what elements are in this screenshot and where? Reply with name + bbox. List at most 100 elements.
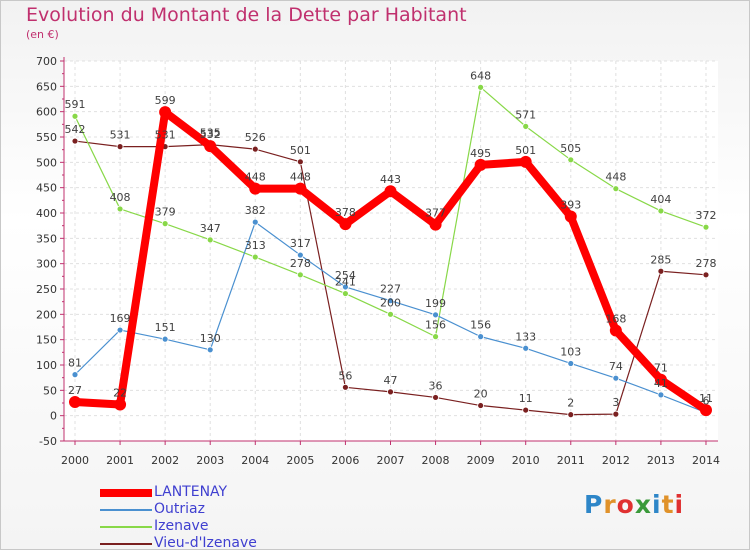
y-tick-label: -50 <box>39 435 57 448</box>
data-point <box>71 371 79 379</box>
data-point <box>522 344 530 352</box>
data-point <box>116 143 124 151</box>
data-point <box>339 218 352 231</box>
x-tick-label: 2003 <box>196 454 224 467</box>
x-tick-label: 2001 <box>106 454 134 467</box>
data-label: 377 <box>425 207 446 220</box>
data-point <box>612 374 620 382</box>
data-label: 448 <box>290 171 311 184</box>
x-tick-label: 2004 <box>241 454 269 467</box>
proxiti-logo: Proxiti <box>584 490 684 519</box>
data-label: 599 <box>155 94 176 107</box>
data-point <box>477 333 485 341</box>
data-label: 495 <box>470 147 491 160</box>
x-tick-label: 2006 <box>331 454 359 467</box>
data-point <box>296 271 304 279</box>
data-label: 74 <box>609 360 623 373</box>
data-point <box>342 290 349 297</box>
x-tick-label: 2008 <box>422 454 450 467</box>
x-tick-label: 2013 <box>647 454 675 467</box>
x-tick-label: 2010 <box>512 454 540 467</box>
logo-letter: r <box>603 490 617 519</box>
data-point <box>522 122 530 130</box>
data-point <box>567 411 575 419</box>
y-tick-label: 200 <box>36 308 57 321</box>
logo-letter: i <box>674 490 685 519</box>
data-point <box>657 391 665 399</box>
x-tick-label: 2000 <box>61 454 89 467</box>
data-label: 501 <box>290 144 311 157</box>
y-tick-label: 0 <box>50 410 57 423</box>
data-label: 404 <box>650 193 671 206</box>
data-point <box>567 156 575 164</box>
data-label: 56 <box>338 369 352 382</box>
data-point <box>564 210 577 223</box>
legend-swatch <box>100 526 152 528</box>
data-label: 3 <box>612 396 619 409</box>
data-label: 378 <box>335 206 356 219</box>
data-label: 505 <box>560 142 581 155</box>
data-label: 531 <box>155 129 176 142</box>
data-label: 313 <box>245 239 266 252</box>
plot-area <box>64 61 718 441</box>
y-tick-label: 400 <box>36 207 57 220</box>
data-point <box>609 324 622 337</box>
data-point <box>114 398 127 411</box>
y-tick-label: 550 <box>36 131 57 144</box>
data-point <box>702 223 710 231</box>
data-point <box>294 182 307 195</box>
data-label: 22 <box>113 387 127 400</box>
data-point <box>206 236 214 244</box>
data-point <box>204 140 217 153</box>
data-point <box>654 373 667 386</box>
x-tick-label: 2011 <box>557 454 585 467</box>
legend-swatch <box>100 509 152 511</box>
data-label: 103 <box>560 345 581 358</box>
data-label: 501 <box>515 144 536 157</box>
data-label: 393 <box>560 199 581 212</box>
y-tick-label: 50 <box>43 384 57 397</box>
data-point <box>387 310 394 318</box>
legend-label: LANTENAY <box>154 484 228 500</box>
data-label: 11 <box>519 392 533 405</box>
data-point <box>387 388 394 396</box>
data-point <box>161 335 169 343</box>
data-point <box>387 297 394 305</box>
data-point <box>71 137 79 145</box>
data-point <box>342 283 349 291</box>
data-point <box>567 360 575 367</box>
data-point <box>522 406 530 414</box>
data-point <box>116 326 124 334</box>
data-label: 531 <box>110 129 131 142</box>
data-point <box>474 158 487 171</box>
data-point <box>519 155 532 168</box>
data-label: 27 <box>68 384 82 397</box>
data-point <box>702 271 710 279</box>
data-point <box>206 346 214 354</box>
data-label: 347 <box>200 222 221 235</box>
data-label: 11 <box>699 392 713 405</box>
data-point <box>429 218 442 231</box>
data-label: 591 <box>65 98 86 111</box>
data-point <box>612 185 620 193</box>
legend-label: Vieu-d'Izenave <box>154 535 257 551</box>
data-point <box>342 383 349 391</box>
y-tick-label: 500 <box>36 156 57 169</box>
data-label: 379 <box>155 206 176 219</box>
x-tick-label: 2012 <box>602 454 630 467</box>
data-label: 443 <box>380 173 401 186</box>
data-point <box>477 83 485 91</box>
data-label: 278 <box>695 257 716 270</box>
data-label: 382 <box>245 204 266 217</box>
data-point <box>432 333 439 341</box>
data-point <box>432 394 439 401</box>
data-label: 448 <box>245 171 266 184</box>
logo-letter: o <box>616 490 635 519</box>
data-label: 20 <box>474 388 488 401</box>
x-tick-label: 2002 <box>151 454 179 467</box>
legend-swatch <box>100 543 152 545</box>
logo-letter: x <box>634 490 652 519</box>
logo-letter: i <box>652 490 662 519</box>
logo-letter: t <box>661 490 675 519</box>
